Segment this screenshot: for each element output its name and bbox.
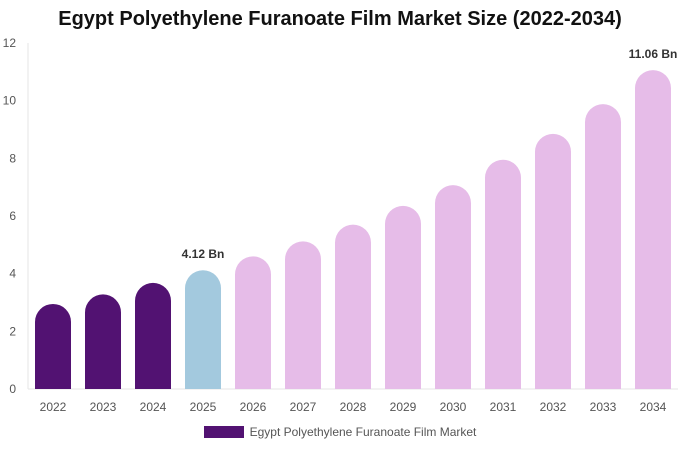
- x-tick-label: 2026: [240, 400, 267, 414]
- data-label-2034: 11.06 Bn: [629, 47, 678, 61]
- y-tick-label: 10: [3, 94, 17, 108]
- x-tick-label: 2029: [390, 400, 417, 414]
- bar-2023: [85, 294, 121, 389]
- legend: Egypt Polyethylene Furanoate Film Market: [0, 425, 680, 439]
- x-axis: 2022 2023 2024 2025 2026 2027 2028 2029 2030 2031…: [28, 388, 678, 414]
- y-tick-label: 2: [9, 324, 16, 338]
- x-tick-label: 2027: [290, 400, 317, 414]
- x-tick-label: 2023: [90, 400, 117, 414]
- bar-2034: [635, 70, 671, 389]
- x-tick-label: 2031: [490, 400, 517, 414]
- x-tick-label: 2022: [40, 400, 67, 414]
- bar-2025: [185, 270, 221, 389]
- bar-2032: [535, 133, 571, 389]
- data-labels: 4.12 Bn 11.06 Bn: [182, 47, 678, 261]
- x-tick-label: 2033: [590, 400, 617, 414]
- bar-2022: [35, 303, 71, 389]
- y-tick-label: 8: [9, 151, 16, 165]
- bar-2031: [485, 159, 521, 389]
- x-tick-label: 2024: [140, 400, 167, 414]
- x-tick-label: 2028: [340, 400, 367, 414]
- y-tick-label: 6: [9, 209, 16, 223]
- chart-title: Egypt Polyethylene Furanoate Film Market…: [58, 8, 622, 30]
- data-label-2025: 4.12 Bn: [182, 247, 225, 261]
- bars: [35, 70, 671, 390]
- x-tick-label: 2032: [540, 400, 567, 414]
- legend-swatch: [203, 426, 244, 438]
- bar-2027: [285, 241, 321, 389]
- y-tick-label: 12: [3, 36, 17, 50]
- bar-2028: [335, 224, 371, 389]
- x-tick-label: 2034: [640, 400, 667, 414]
- x-tick-label: 2025: [190, 400, 217, 414]
- bar-2030: [435, 185, 471, 389]
- y-tick-label: 0: [9, 382, 16, 396]
- x-tick-label: 2030: [440, 400, 467, 414]
- bar-2033: [585, 104, 621, 390]
- y-tick-label: 4: [9, 267, 16, 281]
- bar-2024: [135, 282, 171, 389]
- bar-2029: [385, 205, 421, 389]
- y-axis: 0 2 4 6 8 10 12: [3, 36, 29, 396]
- bar-2026: [235, 256, 271, 389]
- legend-label: Egypt Polyethylene Furanoate Film Market: [249, 425, 477, 439]
